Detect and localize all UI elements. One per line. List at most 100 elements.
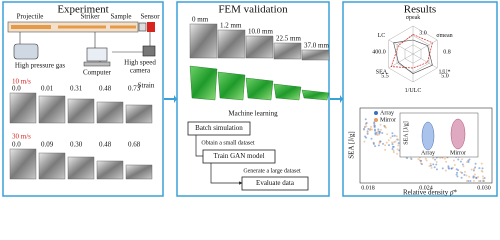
scatter-dot: [420, 159, 423, 162]
displacement: 22.5 mm: [276, 35, 301, 43]
scatter-dot: [477, 180, 480, 182]
scatter-dot: [461, 163, 464, 166]
scatter-dot: [481, 167, 484, 170]
scatter-dot: [379, 123, 382, 126]
step: Batch simulation: [195, 124, 243, 132]
radar-spoke: [412, 39, 438, 55]
scatter-dot: [363, 127, 366, 130]
scatter-dot: [465, 161, 468, 164]
displacement: 10.0 mm: [248, 28, 273, 36]
violin: [421, 121, 435, 151]
label: Computer: [83, 69, 112, 77]
sim-frame: [301, 49, 330, 61]
radar-tick: 3.0: [419, 30, 427, 36]
y-label: SEA [J/g]: [348, 131, 356, 158]
scatter-dot: [391, 132, 394, 135]
scatter-dot: [444, 169, 447, 172]
legend-label: Mirror: [380, 117, 396, 123]
scatter-dot: [387, 139, 390, 142]
label: High speed: [124, 59, 156, 67]
frame: [96, 160, 124, 180]
scatter-dot: [473, 167, 476, 170]
scatter-dot: [429, 162, 432, 165]
strain-value: 0.31: [70, 85, 83, 93]
scatter-dot: [447, 166, 450, 169]
step-arrow: [195, 135, 242, 183]
label: Striker: [80, 13, 100, 21]
scatter-dot: [391, 141, 394, 144]
label: High pressure gas: [15, 62, 65, 70]
inset-category: Mirror: [450, 150, 466, 156]
scatter-dot: [373, 126, 376, 129]
scatter-dot: [468, 175, 471, 178]
scatter-dot: [463, 170, 466, 173]
scatter-dot: [462, 165, 465, 168]
scatter-dot: [453, 163, 456, 166]
scatter-dot: [389, 136, 392, 139]
scatter-dot: [445, 160, 448, 163]
legend-marker: [374, 111, 378, 115]
scatter-dot: [366, 131, 369, 134]
scatter-dot: [472, 180, 475, 182]
radar-axis: σmean: [436, 33, 452, 39]
scatter-dot: [392, 149, 395, 152]
scatter-dot: [383, 125, 386, 128]
scatter-dot: [457, 158, 460, 161]
scatter-dot: [460, 176, 463, 179]
scatter-dot: [370, 137, 373, 140]
scatter-chart: SEA [J/g] Array Mirror Array Mirror SEA …: [348, 107, 493, 197]
step: Evaluate data: [256, 179, 295, 187]
scatter-dot: [370, 128, 373, 131]
mesh-frame: [301, 89, 330, 101]
scatter-dot: [374, 133, 377, 136]
scatter-dot: [472, 169, 475, 172]
label: Sample: [111, 13, 132, 21]
scatter-dot: [467, 159, 470, 162]
legend-label: Array: [380, 110, 394, 116]
scatter-dot: [397, 138, 400, 141]
scatter-dot: [365, 125, 368, 128]
frame: [9, 148, 37, 180]
label: Sensor: [140, 13, 160, 21]
scatter-dot: [481, 175, 484, 178]
scatter-dot: [370, 125, 373, 128]
strain-value: 0.30: [70, 141, 83, 149]
frame: [125, 164, 153, 180]
radar-tick: 400.0: [372, 49, 386, 55]
strain-value: 0.73: [128, 85, 141, 93]
scatter-dot: [392, 151, 395, 154]
scatter-dot: [396, 152, 399, 155]
scatter-dot: [379, 140, 382, 143]
scatter-dot: [369, 127, 372, 130]
radar-chart: σpeak σmean 1/U* 1/ULC SEA LC 3.0 0.8 5.0 5.5 400.…: [372, 15, 452, 94]
scatter-dot: [363, 125, 366, 128]
scatter-dot: [397, 142, 400, 145]
keyboard: [83, 61, 111, 67]
scatter-dot: [374, 129, 377, 132]
scatter-dot: [472, 175, 475, 178]
scatter-dot: [394, 140, 397, 143]
scatter-dot: [396, 148, 399, 151]
transition: Generate a large dataset: [243, 168, 301, 174]
violin: [450, 118, 466, 150]
displacement: 1.2 mm: [220, 22, 242, 30]
radar-spoke: [388, 53, 414, 69]
scatter-dot: [424, 157, 427, 160]
scatter-dot: [395, 135, 398, 138]
sim-frame: [217, 29, 246, 59]
bar: [110, 25, 136, 29]
panel-title: Results: [404, 4, 436, 16]
scatter-dot: [391, 135, 394, 138]
striker: [58, 25, 106, 29]
radar-axis: σpeak: [406, 15, 421, 21]
scatter-dot: [387, 144, 390, 147]
scatter-dot: [365, 136, 368, 139]
scatter-dot: [455, 168, 458, 171]
mesh-frame: [245, 77, 274, 101]
scatter-dot: [393, 134, 396, 137]
panel-title: FEM validation: [218, 4, 288, 16]
strain-value: 0.01: [41, 85, 54, 93]
scatter-dot: [382, 142, 385, 145]
scatter-dot: [467, 180, 470, 182]
step-box: [202, 149, 276, 164]
